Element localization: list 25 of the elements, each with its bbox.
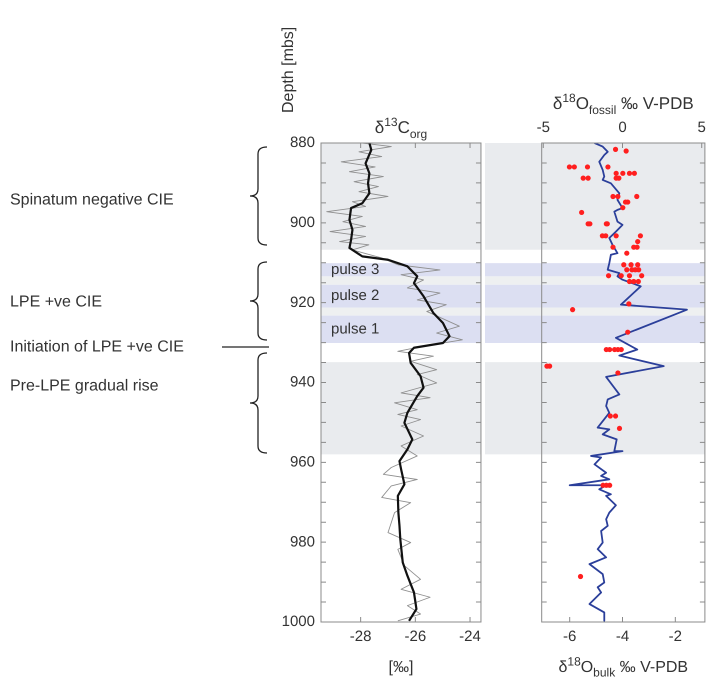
band-label: pulse 3 [331,260,380,278]
band-label: pulse 1 [331,320,380,338]
y-tick-label: 900 [290,214,315,231]
y-tick-label: 920 [290,294,315,311]
x-axis-title: [‰] [388,659,414,676]
x-tick-label: -24 [459,628,481,646]
y-tick-label: 880 [290,134,315,152]
x2-tick-label: 0 [618,119,627,136]
y-tick-label: 960 [290,453,315,470]
text: LPE +ve CIE [10,293,102,310]
x-tick-label: -6 [563,628,576,646]
x2-tick-label: 5 [698,119,706,136]
x-tick-label: -28 [350,628,372,646]
text: Spinatum negative CIE [10,191,174,208]
x-tick-label: -2 [668,628,682,646]
y-tick-label: 1000 [282,613,315,630]
x-tick-label: -26 [404,628,426,646]
y-tick-label: 940 [290,374,315,391]
y-tick-label: 980 [290,533,315,550]
text: Initiation of LPE +ve CIE [10,338,184,356]
band-label: pulse 2 [331,287,380,304]
text: Pre-LPE gradual rise [10,377,159,394]
x2-tick-label: -5 [536,119,550,136]
y-axis-title: Depth [mbs] [280,26,297,113]
x-tick-label: -4 [616,628,630,646]
